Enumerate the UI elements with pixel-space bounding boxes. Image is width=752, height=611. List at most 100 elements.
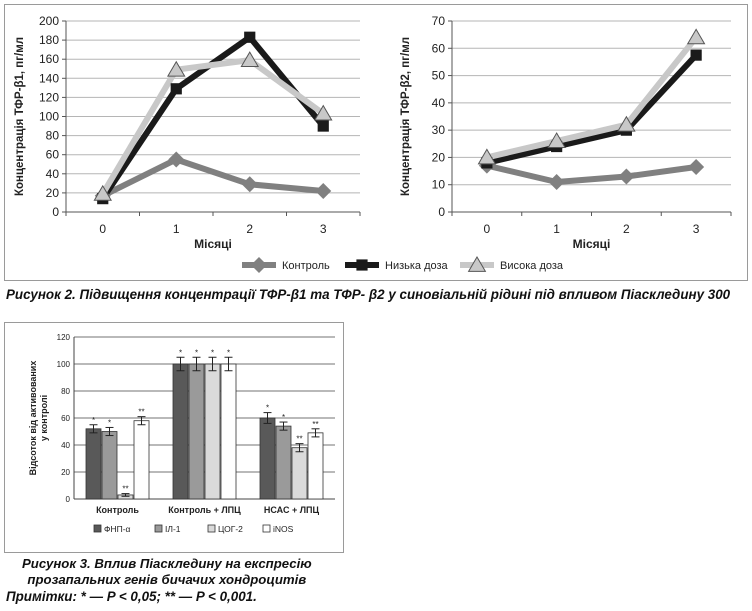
significance-mark: * (211, 348, 214, 357)
y-tick-label: 60 (46, 148, 60, 162)
data-point-triangle (547, 132, 566, 148)
figure-2-panel: 0 20 40 60 80 100 120 140 160 180 200 0 1 2 3 Місяці Кон… (4, 4, 748, 281)
significance-mark: * (179, 348, 182, 357)
data-point-diamond (241, 176, 258, 193)
data-point-triangle (477, 148, 497, 165)
figure-3-caption-line1: Рисунок 3. Вплив Піаскледину на експресі… (22, 556, 312, 571)
bar (259, 417, 276, 500)
series-line-square (486, 53, 699, 166)
legend-swatch (154, 524, 163, 533)
y-tick-label: 0 (66, 495, 71, 504)
line-chart-tgf-b2: 0 10 20 30 40 50 60 70 0 1 2 3 Місяці Концентрація ТФ… (400, 14, 732, 251)
significance-mark: * (108, 418, 111, 427)
bar (275, 425, 292, 500)
bar (204, 363, 221, 500)
y-tick-label: 80 (46, 129, 60, 143)
y-tick-label: 140 (39, 71, 59, 85)
legend-label: ФНП-α (104, 524, 131, 534)
y-tick-label: 120 (57, 333, 71, 342)
y-tick-label: 40 (46, 167, 60, 181)
x-tick-label: Контроль (96, 505, 139, 515)
x-tick-label: Контроль + ЛПЦ (168, 505, 241, 515)
bar (307, 432, 324, 500)
y-tick-label: 50 (432, 69, 446, 83)
data-point-square (317, 120, 329, 132)
y-tick-label: 160 (39, 52, 59, 66)
data-point-diamond (618, 168, 635, 185)
y-tick-label: 180 (39, 33, 59, 47)
x-tick-label: 0 (484, 222, 491, 236)
significance-mark: ** (122, 485, 128, 494)
data-point-triangle (313, 104, 333, 121)
y-tick-label: 0 (52, 205, 59, 219)
data-point-square (170, 83, 182, 95)
figure-3-note: Примітки: * — P < 0,05; ** — P < 0,001. (6, 589, 257, 604)
y-tick-label: 30 (432, 123, 446, 137)
x-tick-label: 3 (693, 222, 700, 236)
x-tick-label: 0 (99, 222, 106, 236)
figure-3-legend: ФНП-α ІЛ-1 ЦОГ-2 iNOS (93, 524, 294, 534)
y-tick-label: 40 (432, 96, 446, 110)
bar (291, 447, 308, 500)
y-tick-label: 80 (61, 387, 70, 396)
figure-3-caption: Рисунок 3. Вплив Піаскледину на експресі… (22, 556, 312, 588)
data-point-square (244, 31, 256, 43)
figure-3-panel: 0 20 40 60 80 100 120 Відсоток від активованиху… (4, 322, 344, 553)
y-tick-label: 200 (39, 14, 59, 28)
y-axis-label: Концентрація ТФР-β1, пг/мл (14, 37, 26, 196)
legend-swatch (262, 524, 271, 533)
significance-mark: * (92, 416, 95, 425)
significance-mark: * (195, 348, 198, 357)
y-tick-label: 20 (432, 150, 446, 164)
bar (188, 363, 205, 500)
x-tick-label: 2 (246, 222, 253, 236)
line-chart-tgf-b1: 0 20 40 60 80 100 120 140 160 180 200 0 1 2 3 Місяці Кон… (14, 14, 361, 251)
y-tick-label: 70 (432, 14, 446, 28)
data-point-diamond (688, 158, 705, 175)
y-tick-label: 20 (46, 186, 60, 200)
legend-marker-square (356, 259, 368, 271)
figure-3-chart: 0 20 40 60 80 100 120 Відсоток від активованиху… (28, 333, 335, 534)
legend-label: Контроль (282, 260, 330, 272)
series-line-triangle (100, 57, 326, 196)
legend-label: Низька доза (385, 260, 449, 272)
x-tick-label: 2 (623, 222, 630, 236)
legend-swatch (207, 524, 216, 533)
bar (220, 363, 237, 500)
figure-3-caption-line2: прозапальних генів бичачих хондроцитів (27, 572, 307, 587)
significance-mark: * (227, 348, 230, 357)
data-point-triangle (686, 28, 706, 45)
bar (133, 420, 150, 500)
y-axis-label: Концентрація ТФР-β2, пг/мл (400, 37, 412, 196)
data-point-triangle (617, 115, 636, 132)
significance-mark: ** (312, 420, 318, 429)
series-line-triangle (486, 35, 699, 161)
legend-marker-diamond (251, 257, 267, 273)
data-point-diamond (168, 151, 185, 168)
data-point-diamond (315, 182, 332, 199)
legend-label: iNOS (273, 524, 294, 534)
x-tick-label: 3 (320, 222, 327, 236)
y-tick-label: 40 (61, 441, 70, 450)
y-tick-label: 60 (61, 414, 70, 423)
series-line-diamond (486, 162, 697, 185)
bar (101, 431, 118, 500)
y-tick-label: 100 (39, 110, 59, 124)
data-point-triangle (93, 184, 113, 201)
data-point-triangle (240, 51, 260, 68)
significance-mark: ** (138, 408, 144, 417)
significance-mark: ** (296, 435, 302, 444)
x-tick-label: 1 (553, 222, 560, 236)
bar (85, 428, 102, 500)
y-axis-label: Відсоток від активованиху контролі (28, 361, 49, 476)
legend-swatch (93, 524, 102, 533)
y-tick-label: 20 (61, 468, 70, 477)
figure-2-caption: Рисунок 2. Підвищення концентрації ТФР-β… (6, 287, 731, 302)
bar-chart-gene-expression: 0 20 40 60 80 100 120 Відсоток від активованиху… (28, 333, 335, 515)
x-axis-label: Місяці (573, 237, 611, 251)
figure-2-legend: Контроль Низька доза Висока доза (242, 256, 564, 273)
legend-label: ІЛ-1 (165, 524, 181, 534)
x-axis-label: Місяці (194, 237, 232, 251)
data-point-triangle (166, 60, 186, 77)
